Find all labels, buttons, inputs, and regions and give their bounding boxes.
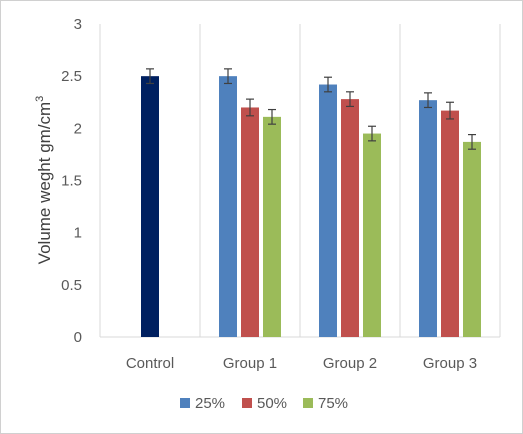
legend-swatch [303,398,313,408]
x-tick-label: Group 3 [423,355,477,372]
y-tick-label: 2 [74,120,82,137]
y-tick-label: 2.5 [61,68,82,85]
bar-50pct-1 [241,107,259,337]
legend: 25% 50% 75% [180,395,348,412]
y-tick-label: 0 [74,329,82,346]
error-bars [146,68,476,150]
bar-25pct-1 [219,76,237,338]
bars [141,76,481,338]
y-tick-label: 3 [74,16,82,33]
y-tick-label: 1.5 [61,173,82,190]
x-tick-label: Group 2 [323,355,377,372]
legend-swatch [242,398,252,408]
bar-50pct-3 [441,110,459,337]
y-tick-label: 1 [74,225,82,242]
bar-25pct-3 [419,100,437,337]
bar-75pct-1 [263,116,281,338]
legend-label: 25% [195,395,225,412]
bar-control [141,76,159,338]
y-tick-label: 0.5 [61,277,82,294]
bar-25pct-2 [319,84,337,337]
legend-label: 50% [257,395,287,412]
legend-swatch [180,398,190,408]
x-axis-ticks: Control Group 1 Group 2 Group 3 [126,355,477,372]
bar-50pct-2 [341,99,359,338]
y-axis-label: Volume weght gm/cm3 [34,96,54,265]
bar-75pct-3 [463,141,481,337]
bar-75pct-2 [363,133,381,337]
y-axis-ticks: 0 0.5 1 1.5 2 2.5 3 [61,16,82,346]
x-tick-label: Control [126,355,174,372]
x-tick-label: Group 1 [223,355,277,372]
grid-lines [99,24,501,338]
legend-label: 75% [318,395,348,412]
